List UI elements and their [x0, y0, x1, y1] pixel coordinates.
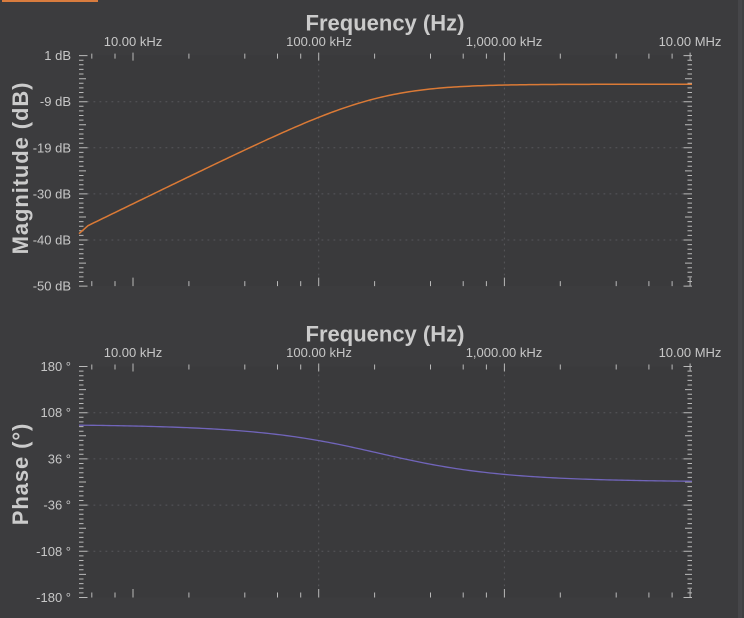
svg-text:-180 °: -180 ° [36, 590, 71, 605]
svg-text:-40 dB: -40 dB [33, 233, 71, 248]
svg-text:100.00 kHz: 100.00 kHz [286, 34, 352, 49]
svg-text:10.00 MHz: 10.00 MHz [659, 345, 722, 360]
svg-text:Phase (°): Phase (°) [8, 423, 33, 525]
svg-text:-30 dB: -30 dB [33, 186, 71, 201]
svg-text:-19 dB: -19 dB [33, 140, 71, 155]
svg-text:36 °: 36 ° [48, 451, 71, 466]
svg-text:-108 °: -108 ° [36, 544, 71, 559]
svg-text:10.00 MHz: 10.00 MHz [659, 34, 722, 49]
svg-text:-36 °: -36 ° [43, 498, 71, 513]
svg-text:1 dB: 1 dB [44, 48, 71, 63]
svg-text:108 °: 108 ° [40, 405, 71, 420]
svg-text:10.00 kHz: 10.00 kHz [104, 345, 163, 360]
svg-text:100.00 kHz: 100.00 kHz [286, 345, 352, 360]
svg-text:Magnitude (dB): Magnitude (dB) [8, 82, 33, 255]
svg-text:1,000.00 kHz: 1,000.00 kHz [466, 345, 543, 360]
svg-text:180 °: 180 ° [40, 359, 71, 374]
svg-text:1,000.00 kHz: 1,000.00 kHz [466, 34, 543, 49]
svg-text:10.00 kHz: 10.00 kHz [104, 34, 163, 49]
svg-text:Frequency (Hz): Frequency (Hz) [306, 322, 465, 347]
svg-text:-9 dB: -9 dB [40, 94, 71, 109]
svg-text:-50 dB: -50 dB [33, 279, 71, 294]
svg-text:Frequency (Hz): Frequency (Hz) [306, 11, 465, 36]
